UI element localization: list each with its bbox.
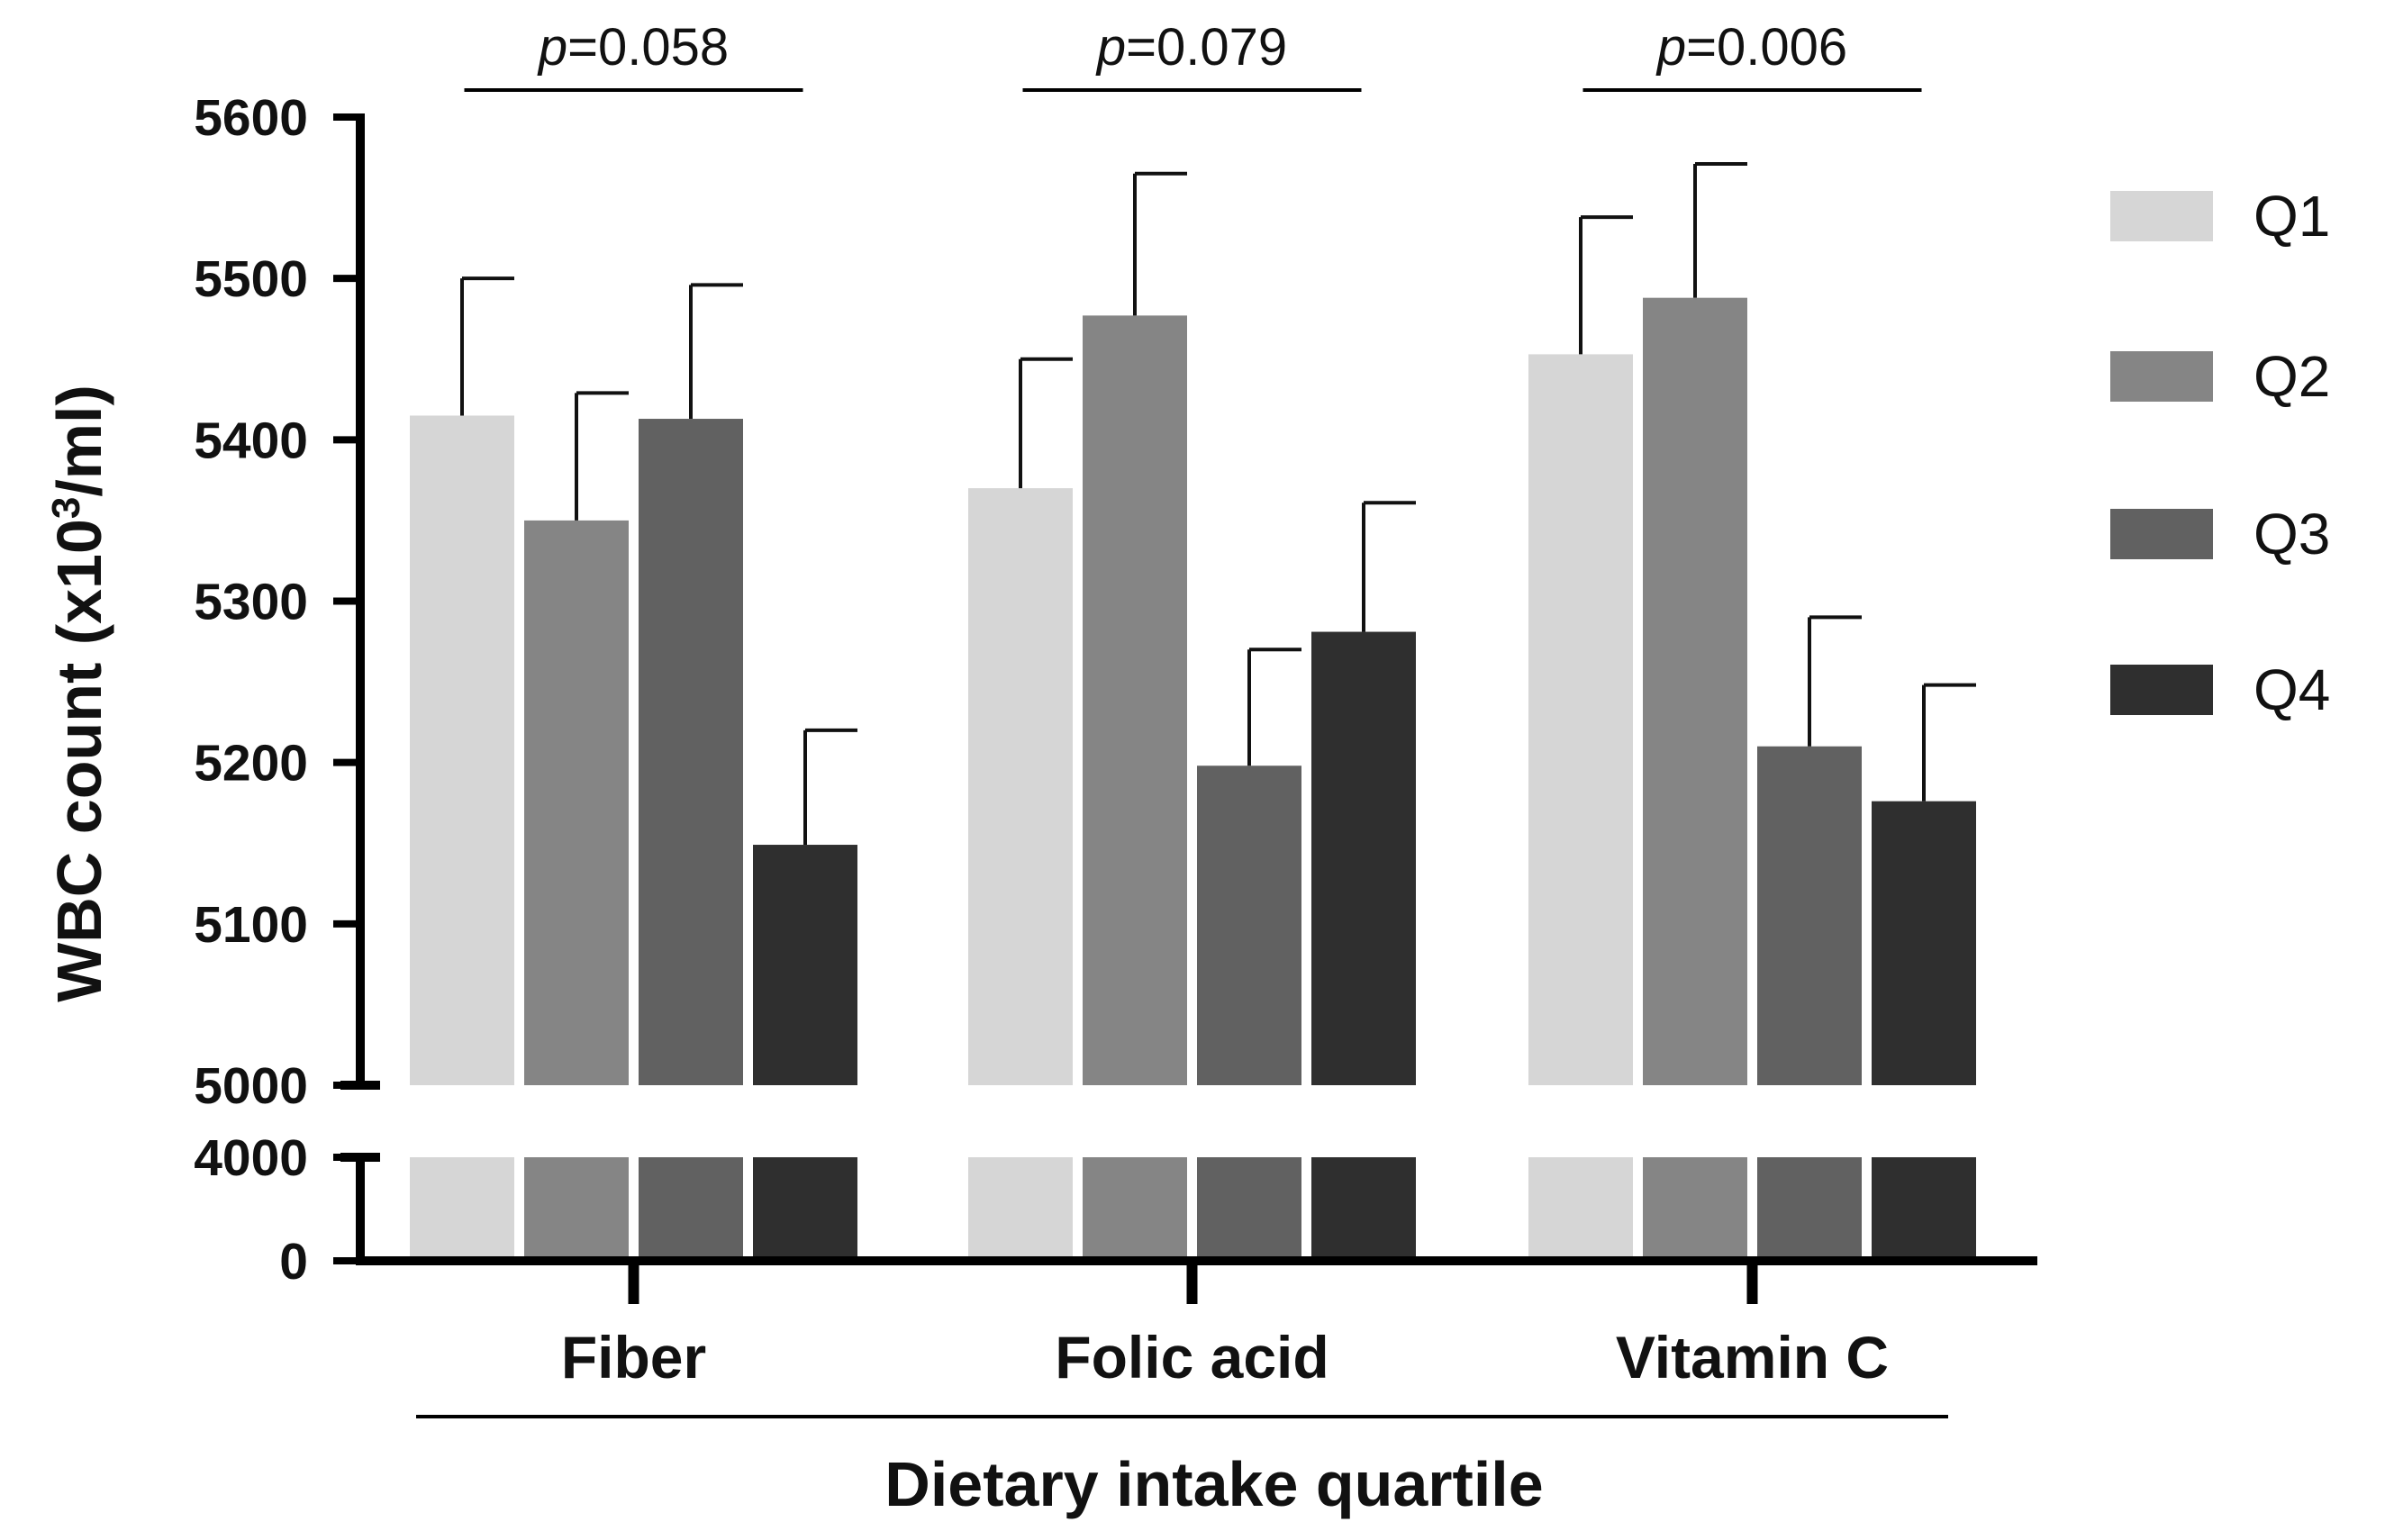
bar-lower-Q3-1 bbox=[1197, 1157, 1301, 1261]
legend-label-Q1: Q1 bbox=[2254, 184, 2330, 249]
legend: Q1 Q2 Q3 Q4 bbox=[2110, 184, 2330, 722]
bar-Q3-0 bbox=[639, 419, 743, 1086]
bar-Q2-2 bbox=[1643, 297, 1747, 1086]
bar-Q2-1 bbox=[1083, 315, 1187, 1085]
p-value-number-2: =0.006 bbox=[1686, 18, 1847, 77]
legend-swatch-Q4 bbox=[2110, 665, 2213, 715]
legend-swatch-Q3 bbox=[2110, 509, 2213, 559]
x-category-label-2: Vitamin C bbox=[1616, 1324, 1889, 1391]
bar-Q1-2 bbox=[1528, 354, 1633, 1085]
p-value-label-0: p=0.058 bbox=[537, 18, 729, 77]
y-tick-label-5600: 5600 bbox=[194, 89, 308, 147]
legend-label-Q3: Q3 bbox=[2254, 502, 2330, 566]
p-value-italic-2: p bbox=[1655, 18, 1686, 77]
bar-lower-Q1-2 bbox=[1528, 1157, 1633, 1261]
y-axis-title-sup: 3 bbox=[44, 497, 88, 519]
x-category-label-1: Folic acid bbox=[1055, 1324, 1329, 1391]
p-value-italic-0: p bbox=[537, 18, 567, 77]
y-tick-label-5400: 5400 bbox=[194, 412, 308, 469]
y-axis-title-tail: /ml) bbox=[44, 385, 114, 496]
y-tick-label-5000: 5000 bbox=[194, 1057, 308, 1115]
y-tick-label-lower-4000: 4000 bbox=[194, 1129, 308, 1187]
y-ticks: 5000 5100 5200 5300 5400 5500 5600 0 4000 bbox=[194, 89, 360, 1291]
y-tick-label-5100: 5100 bbox=[194, 896, 308, 954]
error-bars bbox=[460, 161, 1976, 846]
bar-Q4-1 bbox=[1311, 631, 1416, 1085]
y-tick-label-5200: 5200 bbox=[194, 735, 308, 793]
y-tick-label-5500: 5500 bbox=[194, 250, 308, 308]
y-axis-title-main: WBC count (x10 bbox=[44, 519, 114, 1002]
bar-lower-Q4-0 bbox=[753, 1157, 857, 1261]
bar-Q1-0 bbox=[410, 415, 514, 1085]
bar-lower-Q4-1 bbox=[1311, 1157, 1416, 1261]
p-value-label-1: p=0.079 bbox=[1095, 18, 1287, 77]
y-tick-label-5300: 5300 bbox=[194, 574, 308, 631]
bar-lower-Q4-2 bbox=[1872, 1157, 1976, 1261]
p-value-label-2: p=0.006 bbox=[1655, 18, 1847, 77]
bar-lower-Q2-1 bbox=[1083, 1157, 1187, 1261]
bar-Q4-2 bbox=[1872, 801, 1976, 1085]
p-value-annotations: p=0.058 p=0.079 p=0.006 bbox=[464, 18, 1922, 92]
x-axis-title: Dietary intake quartile bbox=[884, 1449, 1543, 1519]
legend-swatch-Q2 bbox=[2110, 351, 2213, 402]
bar-Q4-0 bbox=[753, 845, 857, 1085]
bar-Q3-1 bbox=[1197, 765, 1301, 1085]
bars-upper-panel bbox=[410, 297, 1976, 1086]
bar-Q2-0 bbox=[524, 520, 629, 1085]
bar-lower-Q1-1 bbox=[968, 1157, 1073, 1261]
legend-label-Q4: Q4 bbox=[2254, 657, 2330, 722]
x-categories: Fiber Folic acid Vitamin C bbox=[561, 1261, 1889, 1391]
legend-label-Q2: Q2 bbox=[2254, 344, 2330, 409]
y-axis-title: WBC count (x103/ml) bbox=[44, 385, 114, 1002]
bar-lower-Q3-0 bbox=[639, 1157, 743, 1261]
p-value-number-1: =0.079 bbox=[1126, 18, 1287, 77]
legend-swatch-Q1 bbox=[2110, 191, 2213, 241]
bar-lower-Q2-2 bbox=[1643, 1157, 1747, 1261]
x-category-label-0: Fiber bbox=[561, 1324, 706, 1391]
p-value-number-0: =0.058 bbox=[567, 18, 729, 77]
bars-lower-panel bbox=[410, 1157, 1976, 1261]
bar-lower-Q3-2 bbox=[1757, 1157, 1862, 1261]
bar-Q1-1 bbox=[968, 488, 1073, 1085]
bar-Q3-2 bbox=[1757, 746, 1862, 1085]
bar-lower-Q1-0 bbox=[410, 1157, 514, 1261]
p-value-italic-1: p bbox=[1095, 18, 1126, 77]
bar-lower-Q2-0 bbox=[524, 1157, 629, 1261]
y-tick-label-lower-0: 0 bbox=[279, 1233, 308, 1291]
